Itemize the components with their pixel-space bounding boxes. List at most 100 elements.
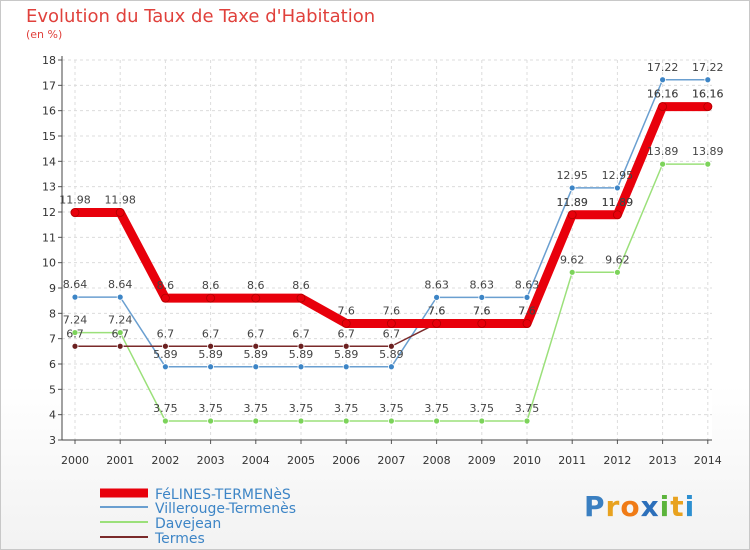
y-tick-label: 10 xyxy=(42,257,56,270)
data-label: 8.6 xyxy=(247,279,265,292)
data-label: 3.75 xyxy=(198,402,223,415)
data-point xyxy=(71,342,79,350)
y-tick-label: 16 xyxy=(42,105,56,118)
data-point xyxy=(115,208,125,217)
logo-letter: t xyxy=(670,490,685,523)
data-point xyxy=(71,293,79,301)
data-point xyxy=(659,160,666,168)
y-tick-label: 17 xyxy=(42,79,56,92)
data-label: 11.89 xyxy=(602,196,634,209)
data-label: 8.6 xyxy=(157,279,175,292)
data-label: 8.64 xyxy=(63,278,88,291)
y-tick-label: 3 xyxy=(49,434,56,447)
data-label: 13.89 xyxy=(692,145,724,158)
data-point xyxy=(252,417,260,425)
data-point xyxy=(161,417,169,425)
x-tick-label: 2013 xyxy=(649,454,677,467)
data-point xyxy=(161,363,169,371)
data-label: 5.89 xyxy=(198,348,223,361)
data-label: 7.6 xyxy=(518,304,536,317)
data-point xyxy=(614,268,621,276)
data-label: 9.62 xyxy=(560,253,585,266)
data-label: 17.22 xyxy=(692,61,724,74)
data-label: 11.89 xyxy=(602,196,634,209)
data-label: 3.75 xyxy=(153,402,178,415)
data-label: 8.63 xyxy=(470,278,495,291)
x-tick-label: 2010 xyxy=(513,454,541,467)
data-label: 8.6 xyxy=(202,279,220,292)
x-tick-label: 2003 xyxy=(197,454,225,467)
data-label: 5.89 xyxy=(379,348,404,361)
data-point xyxy=(342,417,350,425)
data-point xyxy=(477,319,487,328)
data-label: 16.16 xyxy=(647,88,679,101)
data-point xyxy=(116,293,124,301)
y-tick-label: 4 xyxy=(49,409,56,422)
chart-title: Evolution du Taux de Taxe d'Habitation xyxy=(26,6,376,27)
data-point xyxy=(207,342,215,350)
data-label: 7.24 xyxy=(63,314,88,327)
data-label: 7.6 xyxy=(518,304,536,317)
x-tick-label: 2014 xyxy=(694,454,722,467)
data-point xyxy=(613,210,622,220)
data-label: 16.16 xyxy=(692,88,724,101)
legend-label: Villerouge-Termenès xyxy=(155,501,296,517)
data-label: 3.75 xyxy=(470,402,495,415)
data-label: 12.95 xyxy=(602,169,634,182)
data-point xyxy=(71,329,79,336)
logo-letter: i xyxy=(659,490,671,523)
data-point xyxy=(386,319,396,328)
data-label: 3.75 xyxy=(379,402,404,415)
data-point xyxy=(70,208,80,217)
data-label: 11.98 xyxy=(104,194,136,207)
plot-area xyxy=(62,60,712,440)
data-point xyxy=(161,342,169,350)
data-label: 6.7 xyxy=(383,327,401,340)
data-label: 16.16 xyxy=(647,88,679,101)
data-label: 6.7 xyxy=(202,327,220,340)
logo-letter: r xyxy=(605,490,621,523)
data-point xyxy=(207,417,215,425)
data-label: 8.64 xyxy=(108,278,133,291)
x-tick-label: 2001 xyxy=(106,454,134,467)
y-tick-label: 13 xyxy=(42,181,56,194)
data-point xyxy=(116,329,124,336)
data-point xyxy=(567,210,577,220)
legend-label: FéLINES-TERMENèS xyxy=(155,487,291,503)
proxiti-logo: Proxiti xyxy=(584,490,695,523)
data-point xyxy=(206,293,216,303)
data-label: 11.98 xyxy=(59,194,91,207)
data-label: 5.89 xyxy=(244,348,269,361)
data-point xyxy=(160,293,170,303)
data-point xyxy=(297,342,305,350)
y-tick-label: 15 xyxy=(42,130,56,143)
data-point xyxy=(341,319,351,328)
data-label: 9.62 xyxy=(605,253,630,266)
data-label: 16.16 xyxy=(692,88,724,101)
data-label: 5.89 xyxy=(334,348,359,361)
data-point xyxy=(297,417,305,425)
chart-subtitle: (en %) xyxy=(26,28,63,41)
legend-label: Davejean xyxy=(155,516,221,532)
data-point xyxy=(523,293,531,301)
data-point xyxy=(387,363,395,371)
data-point xyxy=(568,184,576,192)
data-label: 8.6 xyxy=(292,279,310,292)
data-label: 13.89 xyxy=(647,145,679,158)
data-point xyxy=(614,184,621,192)
y-tick-label: 18 xyxy=(42,54,56,67)
x-tick-label: 2005 xyxy=(287,454,315,467)
y-tick-label: 11 xyxy=(42,231,56,244)
data-label: 7.6 xyxy=(473,304,491,317)
y-tick-label: 5 xyxy=(49,383,56,396)
data-label: 3.75 xyxy=(244,402,269,415)
data-label: 11.89 xyxy=(556,196,588,209)
data-label: 6.7 xyxy=(337,327,355,340)
logo-letter: P xyxy=(584,490,606,523)
data-point xyxy=(296,293,306,303)
data-point xyxy=(568,268,576,276)
data-label: 7.6 xyxy=(428,304,446,317)
logo-letter: x xyxy=(640,490,660,523)
data-label: 12.95 xyxy=(556,169,588,182)
data-label: 3.75 xyxy=(515,402,540,415)
